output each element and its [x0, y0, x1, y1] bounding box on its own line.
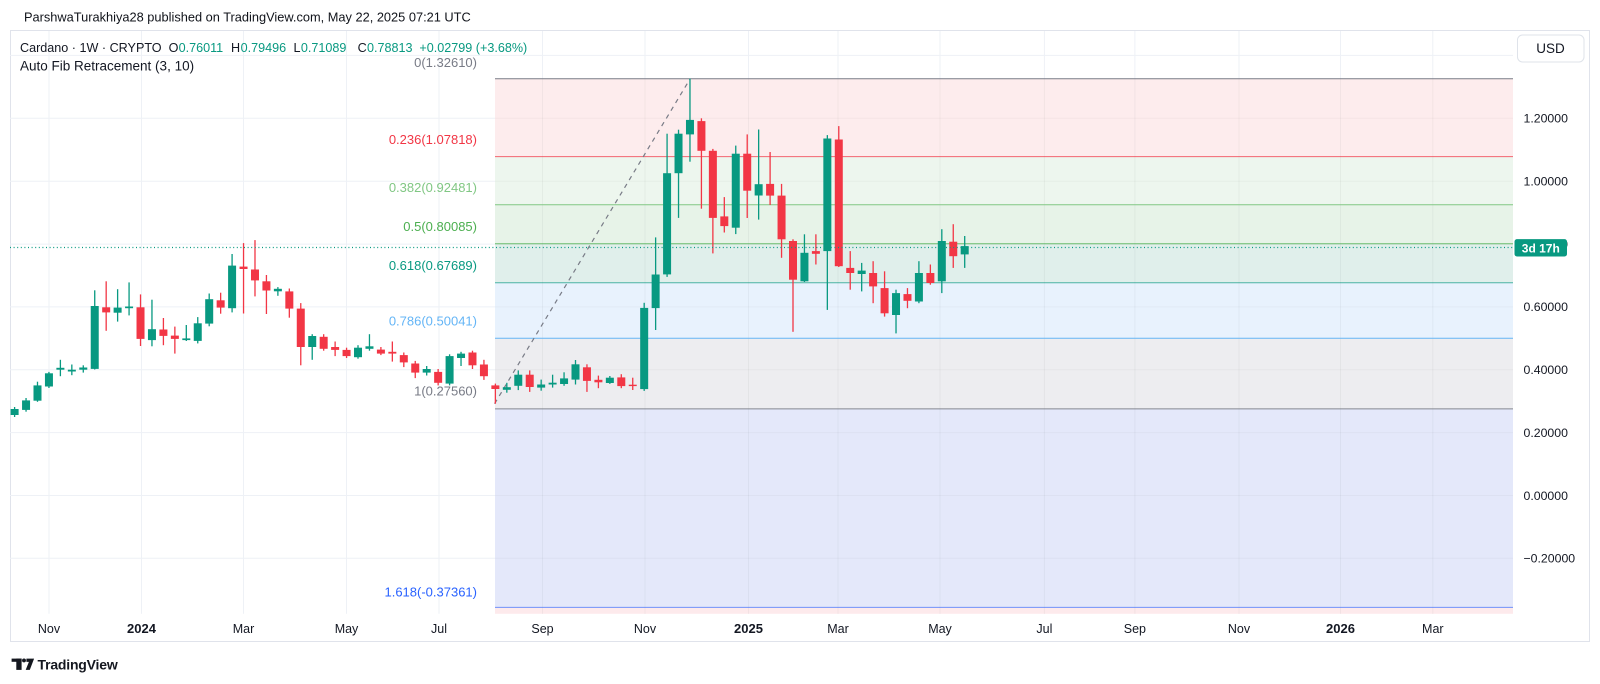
svg-text:3d 17h: 3d 17h [1522, 241, 1560, 255]
svg-text:Auto Fib Retracement (3, 10): Auto Fib Retracement (3, 10) [20, 58, 194, 73]
svg-text:H: H [231, 41, 240, 55]
svg-text:0.00000: 0.00000 [1524, 489, 1569, 503]
svg-text:L: L [294, 41, 301, 55]
svg-text:0(1.32610): 0(1.32610) [414, 55, 477, 70]
svg-text:TradingView: TradingView [38, 656, 118, 672]
svg-text:Sep: Sep [531, 622, 553, 636]
svg-text:Nov: Nov [1228, 622, 1251, 636]
svg-text:0.76011: 0.76011 [179, 41, 224, 55]
svg-text:May: May [928, 622, 952, 636]
svg-text:0.71089: 0.71089 [301, 41, 347, 55]
svg-text:Jul: Jul [1036, 622, 1052, 636]
svg-text:−0.20000: −0.20000 [1524, 552, 1576, 566]
svg-text:0.79496: 0.79496 [241, 41, 287, 55]
svg-text:1.618(-0.37361): 1.618(-0.37361) [384, 584, 477, 599]
svg-text:Nov: Nov [38, 622, 61, 636]
svg-text:0.60000: 0.60000 [1524, 300, 1569, 314]
svg-text:1.00000: 1.00000 [1524, 175, 1569, 189]
svg-text:0.236(1.07818): 0.236(1.07818) [389, 132, 477, 147]
svg-text:Sep: Sep [1124, 622, 1146, 636]
svg-text:1.20000: 1.20000 [1524, 112, 1569, 126]
svg-text:0.786(0.50041): 0.786(0.50041) [389, 314, 477, 329]
svg-text:2026: 2026 [1326, 621, 1355, 636]
svg-text:0.20000: 0.20000 [1524, 426, 1569, 440]
svg-text:0.382(0.92481): 0.382(0.92481) [389, 180, 477, 195]
svg-text:ParshwaTurakhiya28 published o: ParshwaTurakhiya28 published on TradingV… [24, 10, 471, 25]
svg-text:0.5(0.80085): 0.5(0.80085) [403, 219, 477, 234]
svg-text:Mar: Mar [827, 622, 849, 636]
svg-text:Cardano · 1W · CRYPTO: Cardano · 1W · CRYPTO [20, 41, 162, 55]
svg-text:0.78813: 0.78813 [367, 41, 413, 55]
svg-text:Nov: Nov [634, 622, 657, 636]
svg-text:Jul: Jul [431, 622, 447, 636]
svg-text:Mar: Mar [233, 622, 255, 636]
svg-text:0.40000: 0.40000 [1524, 363, 1569, 377]
svg-text:+0.02799 (+3.68%): +0.02799 (+3.68%) [419, 41, 527, 55]
svg-text:May: May [335, 622, 359, 636]
svg-text:0.618(0.67689): 0.618(0.67689) [389, 258, 477, 273]
svg-text:Mar: Mar [1422, 622, 1444, 636]
svg-text:2024: 2024 [127, 621, 157, 636]
svg-text:O: O [169, 41, 179, 55]
svg-text:1(0.27560): 1(0.27560) [414, 384, 477, 399]
svg-text:C: C [358, 41, 367, 55]
svg-text:USD: USD [1536, 41, 1565, 56]
svg-text:2025: 2025 [734, 621, 763, 636]
